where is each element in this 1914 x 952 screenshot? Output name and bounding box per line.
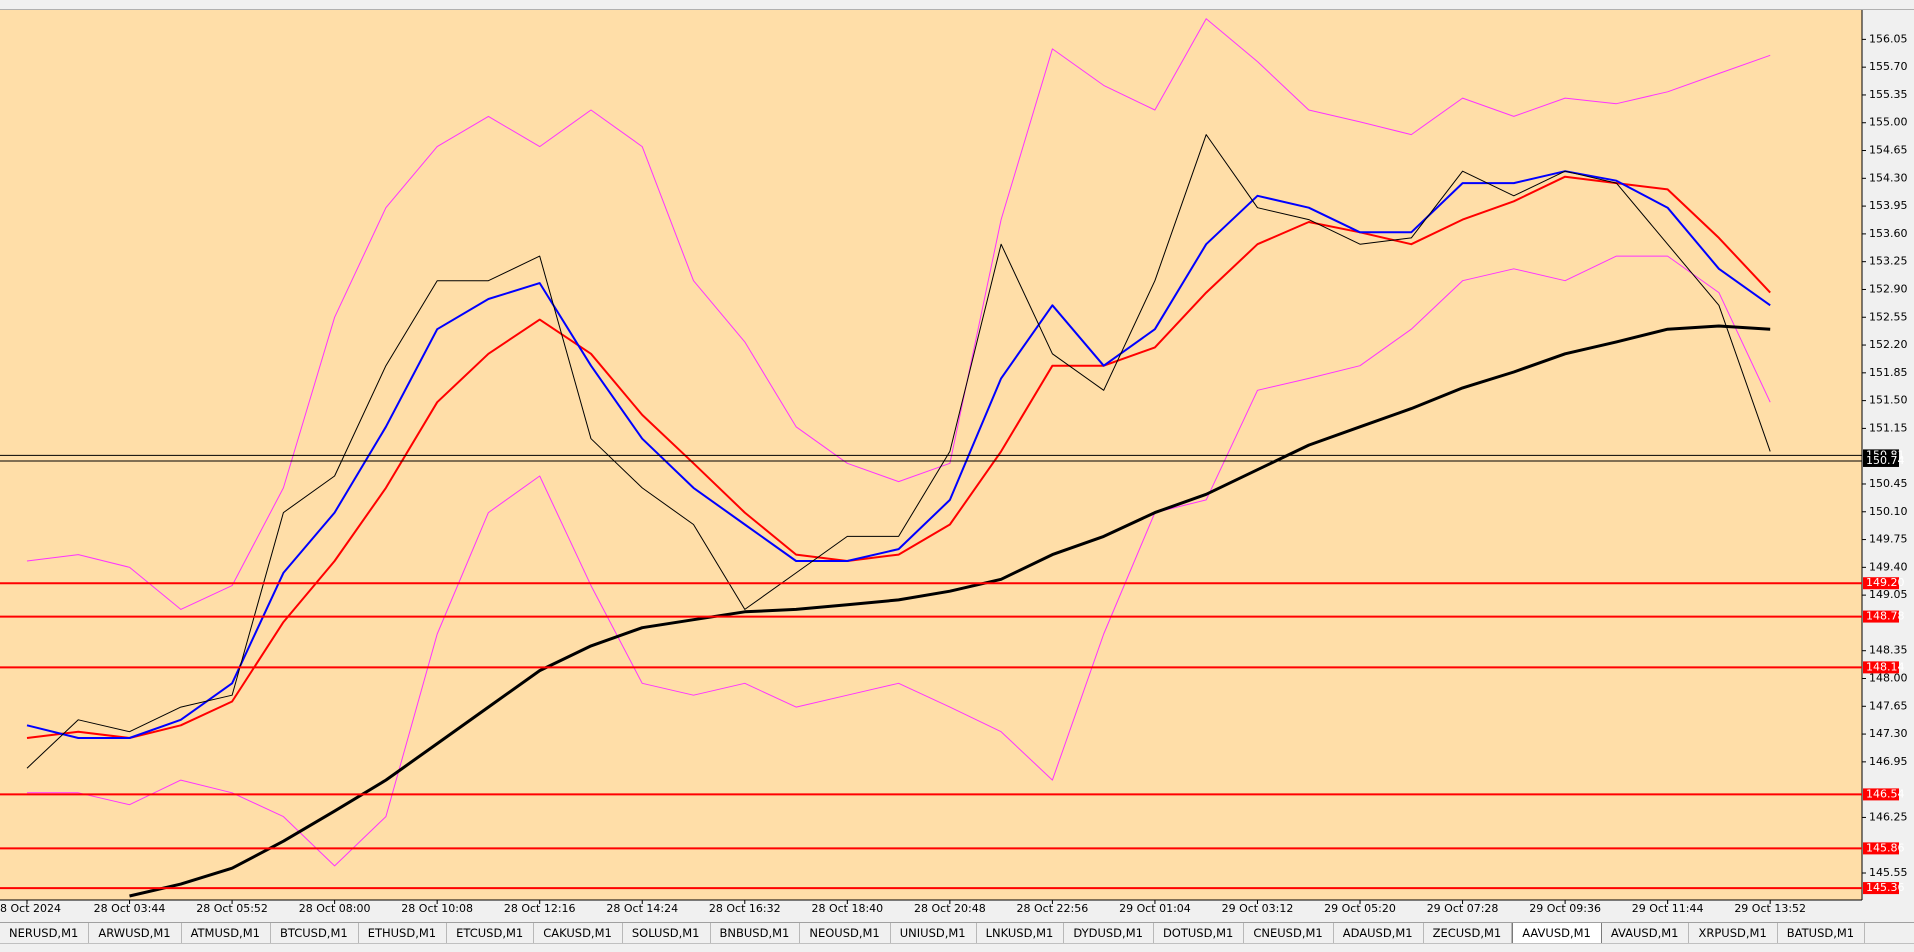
level-label: 145.86 — [1866, 841, 1905, 854]
level-label-box — [1863, 788, 1899, 801]
chart-tab[interactable]: BTCUSD,M1 — [271, 923, 359, 943]
y-tick-label: 154.30 — [1869, 171, 1908, 184]
y-tick-label: 153.95 — [1869, 199, 1908, 212]
x-tick-label: 29 Oct 13:52 — [1734, 902, 1806, 915]
y-tick-label: 147.65 — [1869, 699, 1908, 712]
x-tick-label: 28 Oct 14:24 — [606, 902, 678, 915]
chart-tab[interactable]: LNKUSD,M1 — [977, 923, 1065, 943]
chart-tab[interactable]: CAKUSD,M1 — [534, 923, 623, 943]
y-tick-label: 148.00 — [1869, 671, 1908, 684]
chart-tab[interactable]: XRPUSD,M1 — [1689, 923, 1778, 943]
chart-tab[interactable]: UNIUSD,M1 — [891, 923, 977, 943]
y-tick-label: 151.85 — [1869, 366, 1908, 379]
chart-tab[interactable]: DOTUSD,M1 — [1154, 923, 1245, 943]
chart-tab[interactable]: CNEUSD,M1 — [1244, 923, 1334, 943]
y-tick-label: 155.70 — [1869, 60, 1908, 73]
x-tick-label: 29 Oct 01:04 — [1119, 902, 1191, 915]
y-tick-label: 146.95 — [1869, 755, 1908, 768]
y-tick-label: 148.35 — [1869, 644, 1908, 657]
y-tick-label: 145.55 — [1869, 866, 1908, 879]
y-tick-label: 149.40 — [1869, 560, 1908, 573]
level-label-box — [1863, 882, 1899, 895]
price-line — [129, 324, 1771, 898]
chart-tabs: NERUSD,M1 ARWUSD,M1 ATMUSD,M1 BTCUSD,M1 ETHU… — [0, 922, 1914, 943]
x-tick-label: 29 Oct 09:36 — [1529, 902, 1601, 915]
y-tick-label: 153.25 — [1869, 255, 1908, 268]
x-tick-label: 28 Oct 03:44 — [94, 902, 166, 915]
y-tick-label: 147.30 — [1869, 727, 1908, 740]
level-label-box — [1863, 454, 1899, 467]
level-label: 150.74 — [1866, 454, 1905, 467]
x-tick-label: 28 Oct 10:08 — [401, 902, 473, 915]
x-tick-label: 28 Oct 05:52 — [196, 902, 268, 915]
level-label: 148.14 — [1866, 660, 1905, 673]
x-tick-label: 28 Oct 08:00 — [299, 902, 371, 915]
price-line — [26, 18, 1771, 610]
price-line — [26, 175, 1771, 739]
chart-tab[interactable]: NERUSD,M1 — [0, 923, 90, 943]
level-label: 146.54 — [1866, 787, 1905, 800]
level-label-box — [1863, 577, 1899, 590]
x-tick-label: 28 Oct 18:40 — [811, 902, 883, 915]
chart-tab[interactable]: BNBUSD,M1 — [711, 923, 801, 943]
y-tick-label: 151.50 — [1869, 394, 1908, 407]
chart-tab[interactable]: ZECUSD,M1 — [1424, 923, 1513, 943]
price-line — [27, 255, 1771, 867]
chart-tab[interactable]: DYDUSD,M1 — [1064, 923, 1154, 943]
x-tick-label: 29 Oct 05:20 — [1324, 902, 1396, 915]
price-line — [26, 134, 1771, 769]
level-label: 149.20 — [1866, 576, 1905, 589]
x-tick-label: 29 Oct 07:28 — [1427, 902, 1499, 915]
y-tick-label: 149.75 — [1869, 533, 1908, 546]
x-tick-label: 28 Oct 16:32 — [709, 902, 781, 915]
toolbar — [0, 0, 1914, 10]
y-tick-label: 149.05 — [1869, 588, 1908, 601]
y-tick-label: 150.10 — [1869, 505, 1908, 518]
x-tick-label: 29 Oct 11:44 — [1632, 902, 1704, 915]
y-tick-label: 155.35 — [1869, 88, 1908, 101]
level-label-box — [1863, 661, 1899, 674]
chart-tab[interactable]: ATMUSD,M1 — [182, 923, 271, 943]
x-tick-label: 28 Oct 22:56 — [1017, 902, 1089, 915]
chart-tab[interactable]: NEOUSD,M1 — [800, 923, 891, 943]
y-tick-label: 152.90 — [1869, 282, 1908, 295]
y-tick-label: 156.05 — [1869, 32, 1908, 45]
chart-tab[interactable]: SOLUSD,M1 — [623, 923, 711, 943]
price-line — [26, 170, 1771, 739]
chart-tab[interactable]: ARWUSD,M1 — [89, 923, 182, 943]
y-tick-label: 154.65 — [1869, 144, 1908, 157]
x-tick-label: 28 Oct 12:16 — [504, 902, 576, 915]
status-bar — [0, 943, 1914, 952]
y-tick-label: 152.55 — [1869, 310, 1908, 323]
level-label-box — [1863, 610, 1899, 623]
level-label-box — [1863, 842, 1899, 855]
chart-tab[interactable]: AVAUSD,M1 — [1602, 923, 1690, 943]
chart-tab[interactable]: BATUSD,M1 — [1778, 923, 1866, 943]
x-tick-label: 28 Oct 20:48 — [914, 902, 986, 915]
y-tick-label: 155.00 — [1869, 116, 1908, 129]
chart: 156.05 155.70 155.35 155.00 154.65 154.30 153.… — [0, 10, 1908, 915]
chart-tab[interactable]: AAVUSD,M1 — [1512, 923, 1602, 943]
x-tick-label: 29 Oct 03:12 — [1222, 902, 1294, 915]
y-tick-label: 146.25 — [1869, 810, 1908, 823]
y-tick-label: 150.45 — [1869, 477, 1908, 490]
x-tick-label: 28 Oct 2024 — [0, 902, 61, 915]
level-label: 148.78 — [1866, 610, 1905, 623]
y-tick-label: 152.20 — [1869, 338, 1908, 351]
y-tick-label: 153.60 — [1869, 227, 1908, 240]
chart-tab[interactable]: ADAUSD,M1 — [1334, 923, 1424, 943]
chart-tab[interactable]: ETHUSD,M1 — [359, 923, 448, 943]
y-tick-label: 151.15 — [1869, 421, 1908, 434]
chart-tab[interactable]: ETCUSD,M1 — [447, 923, 535, 943]
level-label: 145.36 — [1866, 881, 1905, 894]
